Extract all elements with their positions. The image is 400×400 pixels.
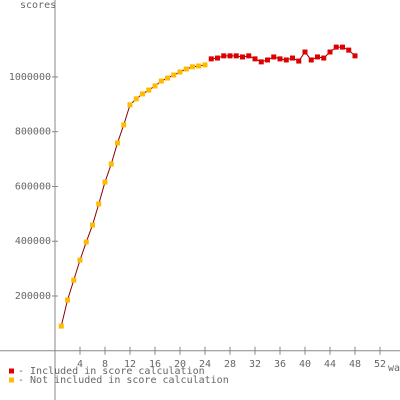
y-tick-label: 400000	[15, 236, 51, 247]
data-point	[108, 161, 114, 167]
x-tick-label: 28	[224, 359, 236, 370]
data-point	[258, 59, 264, 65]
data-point	[83, 239, 89, 245]
y-tick-label: 600000	[15, 181, 51, 192]
data-point	[121, 122, 127, 128]
data-point	[283, 57, 289, 63]
x-tick-label: 24	[199, 359, 211, 370]
x-tick-label: 36	[274, 359, 286, 370]
data-point	[171, 72, 177, 78]
legend-label: - Included in score calculation	[18, 366, 205, 377]
data-point	[308, 57, 314, 63]
x-tick-label: 8	[102, 359, 108, 370]
data-point	[277, 56, 283, 62]
data-point	[290, 55, 295, 61]
x-tick-label: 20	[174, 359, 186, 370]
legend-swatch	[9, 377, 14, 383]
data-point	[77, 257, 83, 263]
x-tick-label: 44	[324, 359, 336, 370]
data-point	[252, 56, 258, 62]
series-line	[211, 46, 356, 63]
data-point	[71, 277, 77, 283]
data-point	[296, 58, 302, 64]
data-point	[208, 56, 214, 62]
data-point	[96, 201, 102, 207]
x-tick-label: 40	[299, 359, 311, 370]
data-point	[65, 297, 70, 303]
data-point	[158, 78, 164, 84]
data-point	[146, 87, 152, 93]
data-point	[190, 64, 195, 70]
y-tick-label: 800000	[15, 127, 51, 138]
data-point	[152, 83, 158, 89]
data-point	[133, 96, 139, 102]
data-point	[352, 53, 358, 59]
legend-label: - Not included in score calculation	[18, 375, 229, 386]
data-point	[127, 102, 133, 108]
data-point	[90, 222, 95, 228]
data-point	[196, 63, 202, 69]
x-tick-label: 32	[249, 359, 261, 370]
x-tick-label: 16	[149, 359, 161, 370]
data-point	[240, 54, 245, 60]
data-point	[333, 44, 339, 50]
x-tick-label: 4	[77, 359, 83, 370]
data-point	[183, 66, 189, 72]
data-point	[327, 49, 333, 55]
y-tick-label: 200000	[15, 291, 51, 302]
x-tick-label: 12	[124, 359, 136, 370]
data-point	[233, 53, 239, 59]
data-point	[340, 44, 345, 50]
data-point	[315, 54, 320, 60]
data-point	[246, 53, 252, 59]
series-line	[60, 64, 206, 327]
data-point	[271, 54, 277, 60]
data-point	[215, 55, 220, 61]
y-tick-label: 1000000	[9, 72, 51, 83]
y-axis-label: scores	[20, 0, 56, 11]
data-point	[302, 49, 308, 55]
data-point	[115, 140, 120, 146]
legend-swatch	[9, 368, 14, 374]
data-point	[165, 75, 170, 81]
data-point	[140, 91, 145, 97]
data-point	[265, 57, 270, 63]
data-point	[321, 55, 327, 61]
x-tick-label: 52	[374, 359, 386, 370]
data-point	[227, 53, 233, 59]
data-point	[58, 323, 64, 329]
data-point	[346, 47, 352, 53]
data-point	[177, 69, 183, 75]
x-tick-label: 48	[349, 359, 361, 370]
x-axis-label: wa	[388, 363, 400, 374]
data-point	[202, 62, 208, 68]
data-point	[102, 179, 108, 185]
data-point	[221, 53, 227, 59]
